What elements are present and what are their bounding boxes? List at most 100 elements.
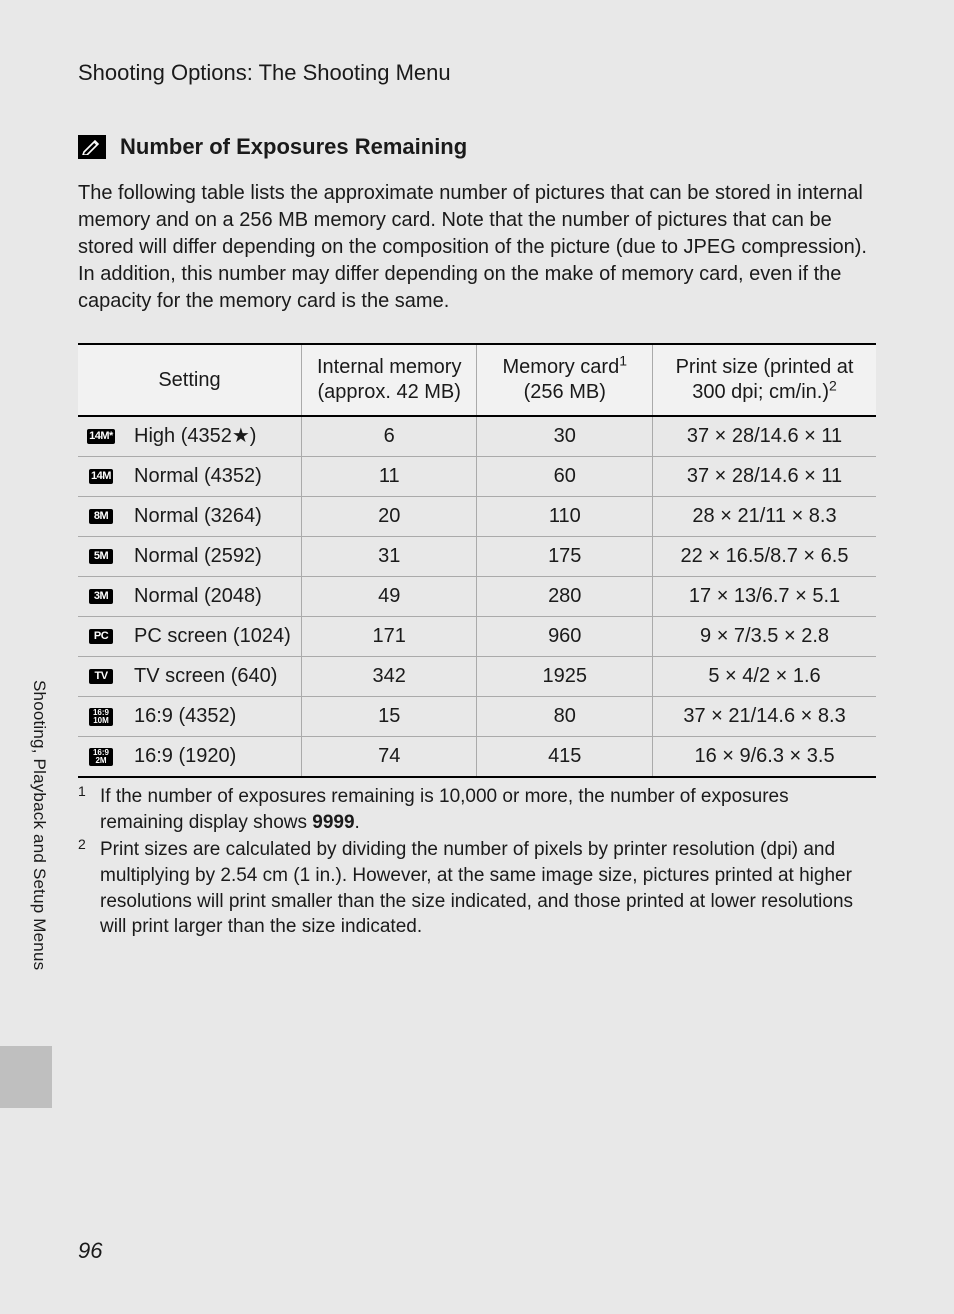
mode-badge-icon: TV — [89, 669, 113, 684]
cell-card: 30 — [477, 416, 653, 457]
col-internal-sub: (approx. 42 MB) — [318, 381, 461, 403]
mode-icon: 16:92M — [86, 746, 116, 768]
table-header-row: Setting Internal memory (approx. 42 MB) … — [78, 344, 876, 416]
cell-print: 37 × 28/14.6 × 11 — [653, 457, 876, 497]
cell-card: 1925 — [477, 657, 653, 697]
table-row: 14M* High (4352★) 63037 × 28/14.6 × 11 — [78, 416, 876, 457]
table-row: 5MNormal (2592)3117522 × 16.5/8.7 × 6.5 — [78, 537, 876, 577]
side-tab: Shooting, Playback and Setup Menus — [24, 680, 54, 1070]
cell-internal: 342 — [301, 657, 477, 697]
cell-internal: 49 — [301, 577, 477, 617]
cell-card: 415 — [477, 737, 653, 778]
page: Shooting Options: The Shooting Menu Numb… — [0, 0, 954, 1314]
cell-setting: 3M Normal (2048) — [78, 577, 301, 617]
cell-card: 110 — [477, 497, 653, 537]
setting-label: PC screen (1024) — [134, 624, 291, 649]
col-internal-pre: Internal memory — [317, 356, 462, 378]
mode-icon: 14M — [86, 466, 116, 488]
footnotes: 1 If the number of exposures remaining i… — [78, 784, 876, 940]
cell-internal: 20 — [301, 497, 477, 537]
setting-label: Normal (3264) — [134, 504, 262, 529]
col-setting: Setting — [78, 344, 301, 416]
side-thumb-block — [0, 1046, 52, 1108]
page-number: 96 — [78, 1238, 102, 1264]
exposures-table: Setting Internal memory (approx. 42 MB) … — [78, 343, 876, 778]
col-internal: Internal memory (approx. 42 MB) — [301, 344, 477, 416]
col-card-sub: (256 MB) — [524, 381, 606, 403]
cell-print: 16 × 9/6.3 × 3.5 — [653, 737, 876, 778]
table-row: PC PC screen (1024) 1719609 × 7/3.5 × 2.8 — [78, 617, 876, 657]
side-label: Shooting, Playback and Setup Menus — [29, 680, 49, 970]
mode-badge-icon: PC — [89, 629, 113, 644]
setting-label: TV screen (640) — [134, 664, 277, 689]
setting-label: Normal (2048) — [134, 584, 262, 609]
mode-badge-icon: 5M — [89, 549, 113, 564]
section-title-row: Number of Exposures Remaining — [78, 134, 876, 160]
cell-card: 175 — [477, 537, 653, 577]
col-print-pre: Print size (printed at — [676, 356, 854, 378]
setting-label: Normal (2592) — [134, 544, 262, 569]
footnote-2: 2 Print sizes are calculated by dividing… — [78, 837, 876, 940]
mode-icon: 8M — [86, 506, 116, 528]
cell-print: 9 × 7/3.5 × 2.8 — [653, 617, 876, 657]
col-print: Print size (printed at 300 dpi; cm/in.)2 — [653, 344, 876, 416]
footnote-1-post: . — [355, 812, 360, 833]
table-row: 16:92M 16:9 (1920) 7441516 × 9/6.3 × 3.5 — [78, 737, 876, 778]
cell-print: 28 × 21/11 × 8.3 — [653, 497, 876, 537]
mode-badge-icon: 14M — [89, 469, 113, 484]
cell-setting: 14M* High (4352★) — [78, 416, 301, 457]
mode-icon: 14M* — [86, 426, 116, 448]
setting-label: 16:9 (4352) — [134, 704, 236, 729]
cell-setting: 16:910M 16:9 (4352) — [78, 697, 301, 737]
mode-icon: 16:910M — [86, 706, 116, 728]
cell-setting: 8M Normal (3264) — [78, 497, 301, 537]
mode-icon: 3M — [86, 586, 116, 608]
col-card-sup: 1 — [619, 352, 627, 368]
table-row: 8M Normal (3264) 2011028 × 21/11 × 8.3 — [78, 497, 876, 537]
footnote-1-bold: 9999 — [312, 812, 354, 833]
cell-print: 5 × 4/2 × 1.6 — [653, 657, 876, 697]
cell-card: 60 — [477, 457, 653, 497]
cell-setting: 14MNormal (4352) — [78, 457, 301, 497]
col-card-pre: Memory card — [503, 356, 620, 378]
section-title: Number of Exposures Remaining — [120, 134, 467, 160]
cell-card: 960 — [477, 617, 653, 657]
footnote-1: 1 If the number of exposures remaining i… — [78, 784, 876, 835]
table-row: TV TV screen (640) 34219255 × 4/2 × 1.6 — [78, 657, 876, 697]
intro-text: The following table lists the approximat… — [78, 180, 876, 315]
cell-internal: 11 — [301, 457, 477, 497]
setting-label: High (4352★) — [134, 424, 256, 449]
table-row: 14MNormal (4352)116037 × 28/14.6 × 11 — [78, 457, 876, 497]
footnote-1-num: 1 — [78, 782, 92, 833]
footnote-2-text: Print sizes are calculated by dividing t… — [100, 837, 876, 940]
cell-internal: 6 — [301, 416, 477, 457]
col-print-sup: 2 — [829, 377, 837, 393]
cell-print: 37 × 21/14.6 × 8.3 — [653, 697, 876, 737]
pencil-icon — [78, 135, 106, 159]
setting-label: 16:9 (1920) — [134, 744, 236, 769]
cell-print: 17 × 13/6.7 × 5.1 — [653, 577, 876, 617]
mode-icon: 5M — [86, 546, 116, 568]
mode-badge-icon: 3M — [89, 589, 113, 604]
cell-card: 80 — [477, 697, 653, 737]
cell-card: 280 — [477, 577, 653, 617]
mode-badge-icon: 16:92M — [89, 748, 113, 766]
cell-setting: PC PC screen (1024) — [78, 617, 301, 657]
col-print-sub: 300 dpi; cm/in.) — [692, 381, 829, 403]
cell-internal: 171 — [301, 617, 477, 657]
mode-badge-icon: 16:910M — [89, 708, 113, 726]
mode-icon: TV — [86, 666, 116, 688]
mode-badge-icon: 14M* — [87, 429, 115, 444]
table-row: 16:910M16:9 (4352)158037 × 21/14.6 × 8.3 — [78, 697, 876, 737]
breadcrumb: Shooting Options: The Shooting Menu — [78, 60, 876, 86]
footnote-1-text: If the number of exposures remaining is … — [100, 784, 876, 835]
cell-internal: 74 — [301, 737, 477, 778]
cell-setting: 16:92M 16:9 (1920) — [78, 737, 301, 778]
table-row: 3M Normal (2048) 4928017 × 13/6.7 × 5.1 — [78, 577, 876, 617]
mode-badge-icon: 8M — [89, 509, 113, 524]
cell-print: 22 × 16.5/8.7 × 6.5 — [653, 537, 876, 577]
footnote-1-pre: If the number of exposures remaining is … — [100, 786, 789, 833]
cell-print: 37 × 28/14.6 × 11 — [653, 416, 876, 457]
footnote-2-num: 2 — [78, 835, 92, 938]
cell-setting: 5M Normal (2592) — [78, 537, 301, 577]
